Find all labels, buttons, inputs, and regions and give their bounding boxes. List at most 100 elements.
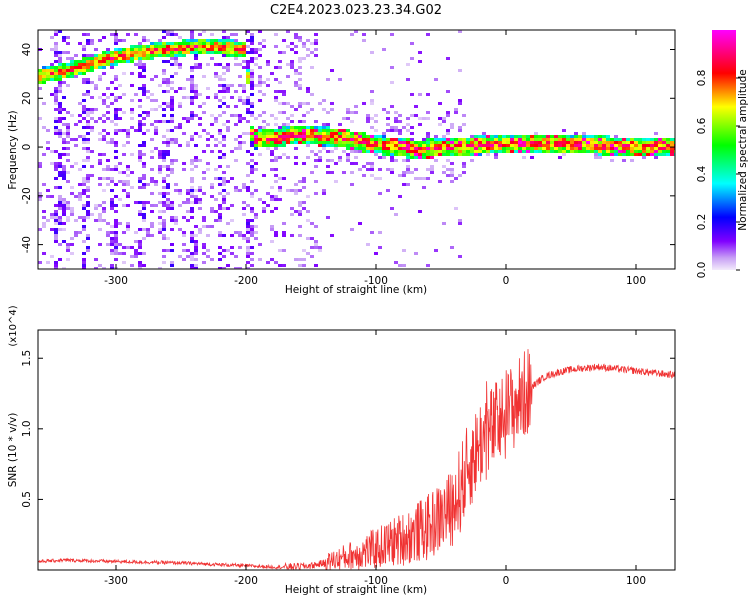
heatmap-cell (458, 141, 462, 144)
heatmap-cell (310, 255, 314, 258)
heatmap-cell (438, 138, 442, 141)
heatmap-cell (130, 255, 134, 258)
heatmap-cell (270, 210, 274, 213)
heatmap-cell (246, 66, 250, 69)
heatmap-cell (266, 147, 270, 150)
heatmap-cell (98, 183, 102, 186)
heatmap-cell (38, 75, 42, 78)
heatmap-cell (274, 129, 278, 132)
heatmap-cell (130, 153, 134, 156)
heatmap-cell (670, 153, 674, 156)
heatmap-cell (222, 42, 226, 45)
heatmap-cell (162, 48, 166, 51)
heatmap-cell (206, 168, 210, 171)
heatmap-cell (514, 135, 518, 138)
heatmap-cell (502, 150, 506, 153)
heatmap-cell (618, 150, 622, 153)
heatmap-cell (186, 42, 190, 45)
heatmap-cell (174, 48, 178, 51)
heatmap-cell (98, 138, 102, 141)
heatmap-cell (286, 102, 290, 105)
heatmap-cell (438, 123, 442, 126)
heatmap-cell (146, 231, 150, 234)
heatmap-cell (198, 189, 202, 192)
heatmap-cell (322, 135, 326, 138)
heatmap-cell (194, 45, 198, 48)
heatmap-y-tick-label: 0 (21, 144, 33, 151)
heatmap-cell (58, 69, 62, 72)
heatmap-cell (94, 120, 98, 123)
heatmap-cell (126, 174, 130, 177)
heatmap-cell (606, 150, 610, 153)
heatmap-cell (222, 156, 226, 159)
heatmap-cell (50, 93, 54, 96)
heatmap-cell (362, 138, 366, 141)
heatmap-cell (322, 126, 326, 129)
heatmap-cell (462, 171, 466, 174)
heatmap-cell (54, 165, 58, 168)
heatmap-cell (314, 141, 318, 144)
heatmap-cell (482, 132, 486, 135)
heatmap-cell (190, 51, 194, 54)
heatmap-cell (298, 213, 302, 216)
heatmap-cell (670, 144, 674, 147)
heatmap-cell (490, 150, 494, 153)
heatmap-cell (606, 141, 610, 144)
heatmap-cell (130, 48, 134, 51)
heatmap-cell (458, 30, 462, 33)
heatmap-cell (78, 60, 82, 63)
heatmap-cell (58, 60, 62, 63)
heatmap-cell (534, 138, 538, 141)
heatmap-cell (110, 231, 114, 234)
heatmap-cell (314, 33, 318, 36)
heatmap-cell (654, 138, 658, 141)
heatmap-cell (298, 201, 302, 204)
heatmap-cell (418, 117, 422, 120)
heatmap-cell (150, 51, 154, 54)
heatmap-cell (238, 267, 242, 269)
heatmap-cell (430, 147, 434, 150)
heatmap-cell (158, 153, 162, 156)
heatmap-cell (358, 147, 362, 150)
heatmap-cell (314, 165, 318, 168)
heatmap-cell (286, 156, 290, 159)
heatmap-cell (414, 150, 418, 153)
heatmap-cell (194, 96, 198, 99)
heatmap-cell (290, 126, 294, 129)
heatmap-cell (126, 132, 130, 135)
heatmap-cell (242, 51, 246, 54)
heatmap-cell (578, 135, 582, 138)
heatmap-cell (450, 168, 454, 171)
heatmap-cell (378, 138, 382, 141)
heatmap-cell (646, 147, 650, 150)
heatmap-cell (58, 84, 62, 87)
heatmap-cell (166, 120, 170, 123)
heatmap-cell (250, 234, 254, 237)
heatmap-cell (250, 210, 254, 213)
heatmap-cell (142, 174, 146, 177)
heatmap-cell (162, 222, 166, 225)
heatmap-cell (170, 207, 174, 210)
heatmap-cell (506, 147, 510, 150)
heatmap-cell (98, 204, 102, 207)
heatmap-cell (346, 108, 350, 111)
heatmap-cell (226, 54, 230, 57)
heatmap-cell (106, 177, 110, 180)
heatmap-cell (226, 48, 230, 51)
heatmap-cell (546, 135, 550, 138)
heatmap-cell (454, 111, 458, 114)
heatmap-cell (130, 264, 134, 267)
heatmap-cell (194, 156, 198, 159)
heatmap-cell (530, 150, 534, 153)
heatmap-cell (138, 60, 142, 63)
heatmap-cell (298, 87, 302, 90)
heatmap-cell (158, 120, 162, 123)
heatmap-cell (238, 117, 242, 120)
heatmap-cell (382, 132, 386, 135)
heatmap-cell (90, 213, 94, 216)
heatmap-cell (418, 150, 422, 153)
heatmap-cell (542, 138, 546, 141)
heatmap-cell (550, 135, 554, 138)
heatmap-cell (114, 54, 118, 57)
heatmap-cell (190, 195, 194, 198)
